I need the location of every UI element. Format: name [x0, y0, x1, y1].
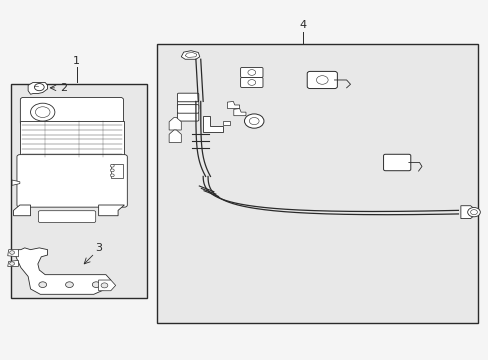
Circle shape [101, 283, 108, 288]
Bar [11, 84, 147, 298]
Polygon shape [99, 205, 124, 216]
Bar [111, 164, 122, 178]
Polygon shape [12, 180, 20, 185]
Circle shape [110, 174, 114, 177]
Circle shape [34, 84, 44, 91]
FancyBboxPatch shape [20, 98, 123, 125]
Circle shape [469, 210, 476, 215]
Polygon shape [460, 206, 473, 219]
FancyBboxPatch shape [38, 211, 96, 222]
FancyBboxPatch shape [17, 155, 127, 207]
Polygon shape [227, 102, 239, 109]
Polygon shape [222, 121, 229, 125]
Circle shape [247, 80, 255, 85]
Circle shape [65, 282, 73, 288]
Polygon shape [185, 53, 197, 58]
Text: 1: 1 [73, 56, 80, 66]
Circle shape [110, 164, 114, 167]
Circle shape [244, 114, 264, 128]
Polygon shape [28, 82, 47, 94]
Bar [157, 44, 477, 323]
Text: 4: 4 [299, 20, 306, 30]
Circle shape [316, 76, 327, 84]
Circle shape [247, 69, 255, 75]
FancyBboxPatch shape [383, 154, 410, 171]
FancyBboxPatch shape [240, 67, 263, 77]
Polygon shape [169, 130, 181, 143]
FancyBboxPatch shape [177, 112, 199, 121]
Circle shape [249, 117, 259, 125]
Circle shape [92, 282, 100, 288]
Circle shape [467, 207, 479, 217]
FancyBboxPatch shape [177, 93, 199, 102]
Circle shape [10, 262, 15, 265]
FancyBboxPatch shape [177, 105, 199, 113]
Bar [20, 121, 124, 157]
FancyBboxPatch shape [240, 77, 263, 87]
Polygon shape [169, 117, 181, 130]
Polygon shape [233, 109, 245, 116]
Text: 3: 3 [95, 243, 102, 253]
Polygon shape [16, 248, 111, 294]
Polygon shape [8, 260, 19, 266]
Polygon shape [203, 116, 222, 132]
Polygon shape [99, 280, 116, 291]
Polygon shape [14, 205, 30, 216]
Circle shape [30, 103, 55, 121]
Circle shape [39, 282, 46, 288]
FancyBboxPatch shape [306, 71, 337, 89]
Text: 2: 2 [60, 83, 67, 93]
Circle shape [35, 107, 50, 117]
FancyBboxPatch shape [177, 101, 199, 110]
Polygon shape [181, 51, 200, 59]
Polygon shape [8, 249, 19, 257]
Circle shape [110, 169, 114, 172]
Circle shape [10, 251, 15, 254]
